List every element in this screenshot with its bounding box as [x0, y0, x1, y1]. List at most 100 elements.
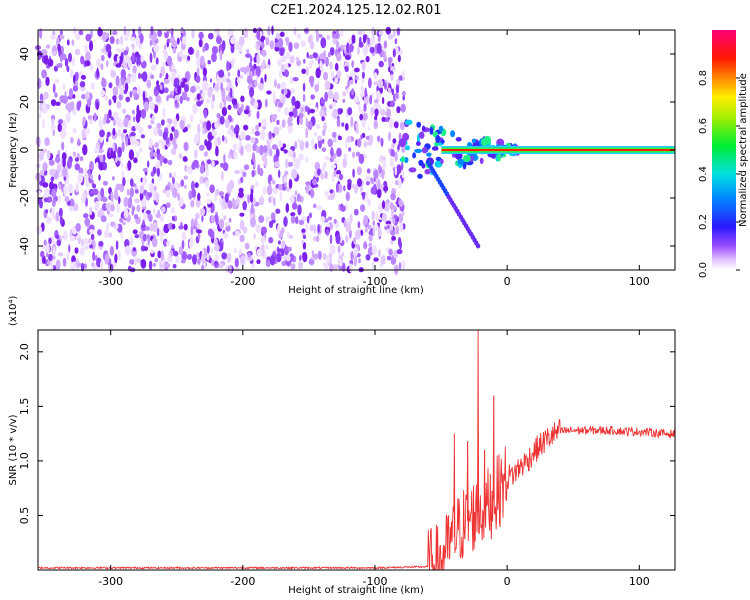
noise-speck [335, 40, 340, 50]
noise-speck [82, 144, 88, 156]
noise-speck [240, 145, 244, 157]
noise-speck [391, 235, 396, 241]
noise-speck [132, 65, 137, 75]
noise-speck [224, 136, 228, 144]
noise-speck [75, 33, 81, 40]
noise-speck [84, 166, 88, 176]
noise-speck [99, 129, 105, 138]
noise-speck [386, 108, 391, 118]
noise-speck [171, 244, 175, 249]
noise-speck [55, 101, 61, 107]
noise-speck [100, 122, 103, 131]
noise-speck [183, 141, 189, 152]
noise-speck [284, 37, 290, 43]
noise-speck [61, 141, 65, 151]
noise-speck [396, 248, 403, 255]
noise-speck [61, 167, 68, 177]
noise-speck [368, 224, 372, 231]
noise-speck [290, 55, 295, 64]
noise-speck [227, 128, 232, 136]
noise-speck [152, 127, 158, 137]
noise-speck [336, 53, 342, 62]
noise-speck [250, 55, 253, 63]
noise-speck [300, 106, 304, 113]
noise-speck [58, 119, 63, 125]
noise-speck [362, 191, 365, 200]
noise-speck [311, 250, 315, 258]
noise-speck [247, 252, 251, 258]
noise-speck [243, 27, 249, 39]
noise-speck [163, 158, 168, 164]
noise-speck [352, 247, 359, 257]
noise-speck [42, 182, 49, 188]
noise-speck [381, 200, 386, 210]
colorbar-tick-label: 0.8 [698, 70, 709, 86]
noise-speck [286, 231, 290, 238]
noise-speck [312, 178, 317, 186]
noise-speck [135, 112, 141, 124]
noise-speck [288, 41, 293, 53]
noise-speck [124, 82, 129, 92]
noise-speck [259, 168, 264, 177]
noise-speck [277, 224, 281, 236]
noise-speck [354, 184, 358, 194]
noise-speck [79, 247, 86, 256]
noise-speck [287, 246, 292, 252]
noise-speck [353, 95, 360, 103]
noise-speck [368, 234, 373, 242]
noise-speck [149, 52, 153, 63]
noise-speck [166, 240, 171, 247]
noise-speck [273, 197, 276, 207]
noise-speck [396, 106, 401, 114]
noise-speck [335, 234, 341, 245]
noise-speck [327, 89, 334, 100]
noise-speck [100, 187, 105, 198]
noise-speck [268, 131, 272, 140]
noise-speck [339, 258, 343, 263]
noise-speck [246, 65, 250, 73]
noise-speck [69, 235, 76, 242]
noise-speck [126, 188, 130, 196]
noise-speck [155, 161, 161, 168]
noise-speck [110, 70, 117, 78]
transition-blob [440, 139, 445, 144]
noise-speck [99, 154, 104, 163]
noise-speck [291, 96, 296, 106]
noise-speck [324, 171, 328, 180]
noise-speck [89, 229, 95, 234]
noise-speck [333, 218, 337, 224]
noise-speck [275, 148, 280, 158]
noise-speck [321, 147, 327, 153]
noise-speck [294, 100, 301, 110]
noise-speck [100, 63, 104, 71]
noise-speck [47, 58, 54, 67]
noise-speck [99, 260, 104, 270]
noise-speck [295, 56, 300, 62]
noise-speck [126, 76, 131, 84]
noise-speck [119, 85, 125, 95]
noise-speck [181, 239, 185, 250]
noise-speck [279, 31, 285, 38]
noise-speck [390, 229, 396, 236]
noise-speck [314, 143, 318, 150]
noise-speck [245, 144, 249, 151]
noise-speck [194, 217, 198, 227]
noise-speck [224, 193, 229, 203]
noise-speck [167, 251, 171, 262]
noise-speck [329, 234, 333, 245]
noise-speck [123, 196, 129, 208]
noise-speck [77, 138, 80, 147]
noise-speck [342, 98, 346, 103]
noise-speck [285, 254, 291, 262]
transition-blob [471, 138, 477, 143]
noise-speck [113, 193, 119, 201]
noise-speck [255, 124, 260, 131]
noise-speck [360, 229, 364, 236]
noise-speck [223, 154, 226, 164]
noise-speck [278, 169, 281, 178]
noise-speck [341, 122, 345, 127]
noise-speck [290, 215, 296, 224]
transition-blob [418, 159, 424, 166]
y-tick-label: -20 [18, 189, 31, 207]
noise-speck [342, 91, 347, 97]
